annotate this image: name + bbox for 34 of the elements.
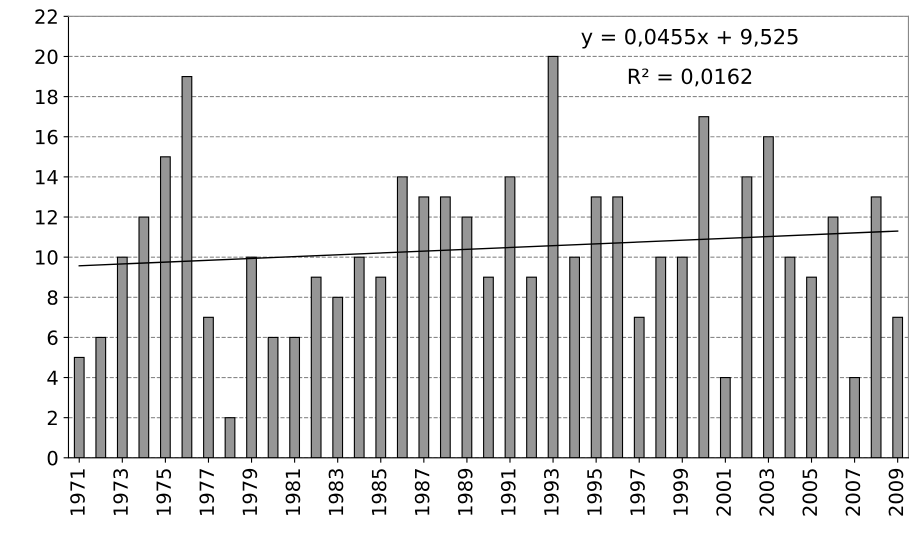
y-tick-label: 8 [48, 290, 58, 305]
x-tick-label: 1971 [70, 469, 85, 515]
y-tick-label: 20 [35, 49, 58, 64]
x-tick-label: 2007 [846, 469, 860, 516]
x-tick-label: 1983 [328, 469, 344, 515]
x-tick-label: 1981 [286, 469, 300, 515]
y-tick-label: 16 [36, 130, 58, 144]
y-tick-label: 6 [48, 330, 58, 346]
y-tick-label: 14 [36, 170, 58, 184]
annotation: R² = 0,0162 [628, 68, 752, 86]
y-tick-label: 0 [48, 450, 58, 466]
x-tick-label: 1985 [372, 469, 386, 515]
x-tick-label: 1987 [414, 469, 430, 515]
x-tick-label: 1989 [458, 468, 473, 515]
x-tick-label: 1991 [500, 469, 516, 515]
y-tick-label: 18 [36, 90, 58, 104]
x-tick-label: 1999 [673, 468, 688, 515]
y-tick-label: 12 [36, 210, 57, 224]
x-tick-label: 1977 [199, 469, 214, 515]
x-tick-label: 1973 [113, 469, 128, 515]
x-tick-label: 1975 [156, 469, 172, 515]
y-tick-label: 2 [48, 410, 57, 426]
y-tick-label: 22 [35, 9, 57, 24]
x-tick-label: 1995 [587, 469, 602, 515]
x-tick-label: 1979 [242, 468, 258, 515]
annotation: y = 0,0455x + 9,525 [581, 28, 798, 49]
x-tick-label: 1997 [630, 469, 645, 515]
x-tick-label: 2009 [888, 468, 904, 516]
x-tick-label: 2005 [802, 469, 818, 516]
x-tick-label: 2001 [716, 469, 732, 516]
y-tick-label: 10 [36, 250, 58, 265]
x-tick-label: 2003 [759, 469, 774, 516]
x-tick-label: 1993 [544, 469, 559, 515]
y-tick-label: 4 [47, 370, 58, 385]
